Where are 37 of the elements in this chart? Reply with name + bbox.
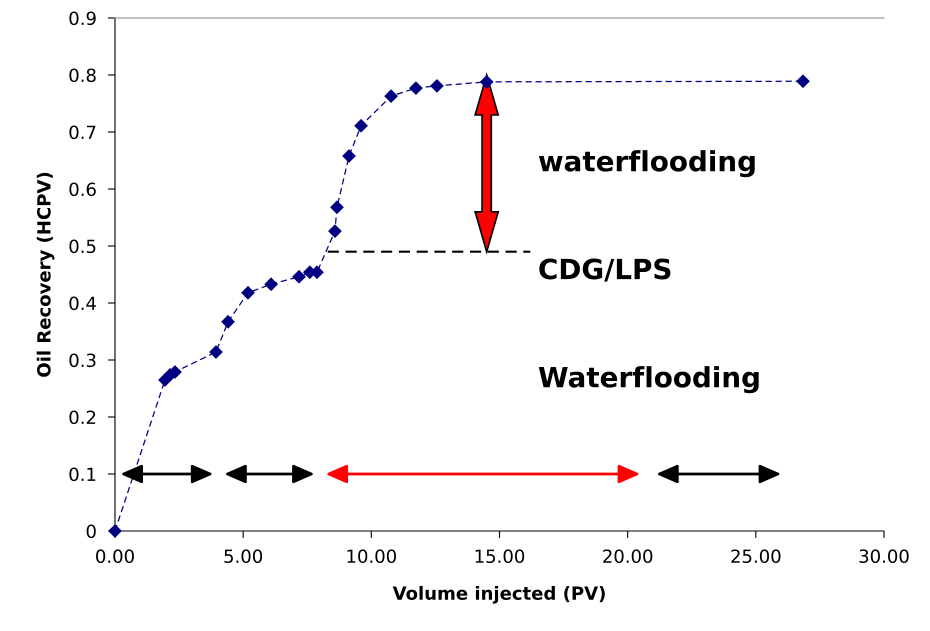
x-tick-label: 20.00 (603, 549, 652, 564)
x-axis-title: Volume injected (PV) (392, 586, 605, 604)
annotation: CDG/LPS (539, 258, 670, 282)
x-tick-label: 30.00 (860, 549, 909, 564)
x-tick-label: 10.00 (347, 549, 396, 564)
y-tick-label: 0.4 (69, 296, 96, 310)
point (796, 74, 810, 88)
point (342, 149, 356, 163)
point (354, 119, 368, 132)
y-tick-label: 0.9 (69, 11, 96, 26)
x-tick-label: 5.00 (224, 549, 262, 564)
y-tick-label: 0.3 (69, 353, 96, 368)
point (264, 278, 278, 291)
point (430, 79, 444, 92)
point (480, 75, 494, 88)
y-axis-title: Oil Recovery (HCPV) (36, 172, 54, 377)
point (328, 224, 342, 238)
y-tick-label: 0.8 (69, 68, 96, 82)
point (209, 345, 223, 359)
point (292, 270, 306, 284)
x-tick-label: 15.00 (476, 549, 524, 564)
y-tick-label: 0 (86, 524, 96, 538)
y-tick-label: 0.6 (69, 182, 96, 196)
point (409, 82, 423, 95)
y-tick-label: 0.2 (69, 410, 96, 424)
y-tick-label: 0.7 (69, 125, 96, 140)
point (241, 286, 255, 300)
x-tick-label: 25.00 (731, 549, 780, 564)
y-tick-label: 0.1 (69, 467, 96, 482)
annotation: Waterflooding (538, 366, 759, 394)
x-tick-label: 0.00 (96, 549, 134, 564)
point (108, 524, 122, 538)
point (330, 200, 344, 214)
point (384, 90, 398, 103)
y-tick-label: 0.5 (69, 239, 96, 254)
point (221, 315, 235, 328)
annotation: waterflooding (538, 150, 755, 178)
